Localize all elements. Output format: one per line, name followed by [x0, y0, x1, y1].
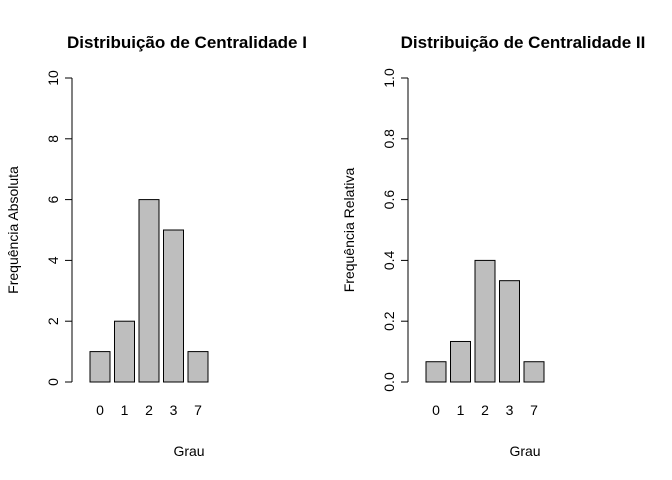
- y-axis-label: Frequência Absoluta: [5, 166, 21, 294]
- y-tick-label: 10: [45, 70, 61, 86]
- bar-7: [187, 351, 209, 383]
- y-axis-label: Frequência Relativa: [341, 168, 357, 293]
- bar-1: [114, 320, 135, 383]
- y-tick-label: 0.8: [381, 129, 397, 149]
- x-tick-label: 2: [481, 402, 489, 418]
- y-tick-label: 0.6: [381, 190, 397, 210]
- y-tick-label: 0.2: [381, 311, 397, 331]
- y-tick-label: 4: [45, 256, 61, 264]
- y-tick-label: 6: [45, 195, 61, 203]
- bar-0: [425, 361, 447, 383]
- bar-3: [163, 229, 184, 383]
- bar-2: [474, 259, 496, 383]
- chart-title: Distribuição de Centralidade II: [401, 33, 646, 52]
- chart-panel-1: Distribuição de Centralidade I0 1 2 3 702468…: [5, 33, 307, 459]
- x-tick-label: 0: [432, 402, 440, 418]
- y-tick-label: 2: [45, 317, 61, 325]
- x-tick-label: 0: [96, 402, 104, 418]
- y-tick-label: 0.4: [381, 250, 397, 270]
- y-tick-label: 0.0: [381, 372, 397, 392]
- chart-panel-2: Distribuição de Centralidade II 0 1 2 3 7 0.0 0…: [341, 33, 645, 459]
- bar-1: [450, 340, 471, 383]
- x-tick-label: 3: [506, 402, 514, 418]
- bar-3: [499, 280, 520, 383]
- y-tick-label: 8: [45, 135, 61, 143]
- y-tick-label: 0: [45, 378, 61, 386]
- x-axis-label: Grau: [173, 443, 204, 459]
- x-tick-label: 7: [194, 402, 202, 418]
- x-tick-label: 1: [121, 402, 129, 418]
- chart-title: Distribuição de Centralidade I: [67, 33, 307, 52]
- x-tick-label: 2: [145, 402, 153, 418]
- x-tick-label: 1: [457, 402, 465, 418]
- bar-0: [89, 351, 111, 383]
- y-tick-label: 1.0: [381, 68, 397, 88]
- bar-2: [138, 199, 160, 383]
- bar-7: [523, 361, 545, 383]
- x-axis-label: Grau: [509, 443, 540, 459]
- x-tick-label: 7: [530, 402, 538, 418]
- x-tick-label: 3: [170, 402, 178, 418]
